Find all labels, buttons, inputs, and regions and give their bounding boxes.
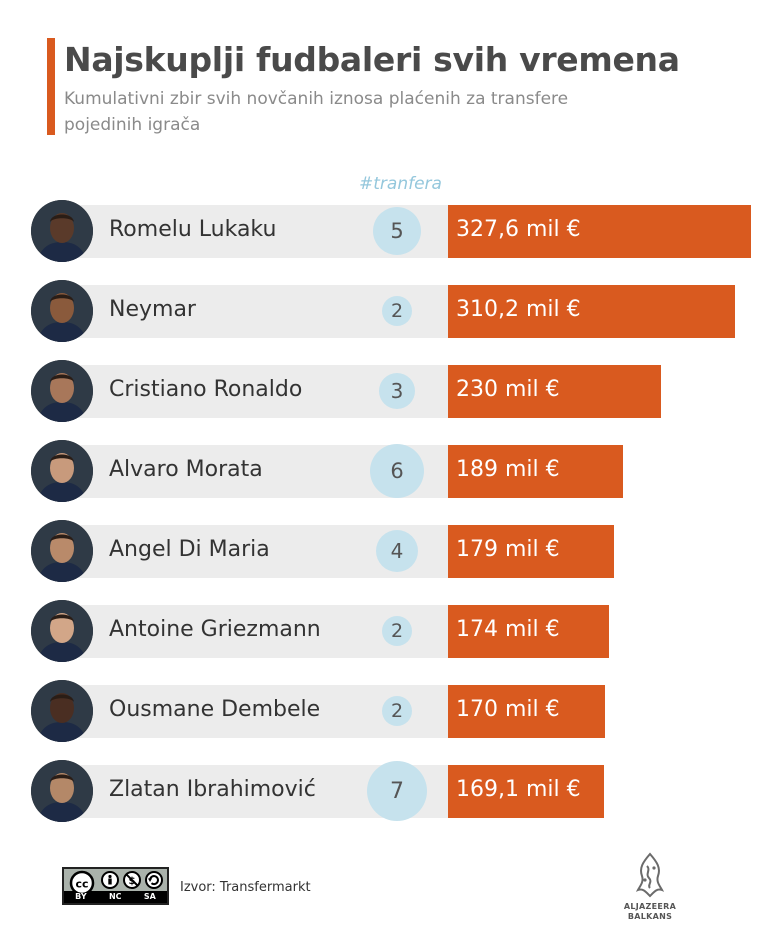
cc-license-badge: cc $ BY NC SA — [62, 867, 169, 905]
cc-license-term: NC — [108, 892, 122, 901]
player-avatar — [31, 680, 93, 742]
player-name: Zlatan Ibrahimović — [109, 777, 316, 802]
player-photo-icon — [31, 200, 93, 262]
player-avatar — [31, 760, 93, 822]
player-photo-icon — [31, 600, 93, 662]
player-name: Ousmane Dembele — [109, 697, 321, 722]
player-name: Neymar — [109, 297, 196, 322]
value-label: 327,6 mil € — [456, 217, 581, 242]
value-bar — [448, 685, 605, 738]
cc-license-text: BY NC SA — [64, 891, 167, 903]
transfer-count-circle: 5 — [373, 207, 421, 255]
svg-text:$: $ — [129, 876, 136, 887]
transfer-count-circle: 2 — [382, 696, 412, 726]
transfer-count-circle: 6 — [370, 444, 424, 498]
brand-name: ALJAZEERA — [623, 902, 677, 911]
value-label: 230 mil € — [456, 377, 560, 402]
transfer-count-circle: 7 — [367, 761, 427, 821]
title-accent-bar — [47, 38, 55, 135]
player-name: Cristiano Ronaldo — [109, 377, 303, 402]
player-avatar — [31, 440, 93, 502]
player-name: Romelu Lukaku — [109, 217, 277, 242]
svg-text:cc: cc — [75, 878, 88, 891]
transfer-count-circle: 4 — [376, 530, 418, 572]
value-label: 179 mil € — [456, 537, 560, 562]
source-note: Izvor: Transfermarkt — [180, 880, 311, 895]
player-avatar — [31, 280, 93, 342]
brand-region: BALKANS — [627, 912, 673, 921]
cc-license-term: BY — [75, 892, 87, 901]
transfer-count-circle: 3 — [379, 373, 415, 409]
value-bar — [448, 765, 604, 818]
player-avatar — [31, 360, 93, 422]
player-photo-icon — [31, 360, 93, 422]
value-label: 170 mil € — [456, 697, 560, 722]
player-name: Antoine Griezmann — [109, 617, 321, 642]
value-label: 169,1 mil € — [456, 777, 581, 802]
cc-license-icon: cc $ — [64, 869, 167, 903]
aljazeera-logo-icon — [635, 852, 665, 898]
chart-subtitle: Kumulativni zbir svih novčanih iznosa pl… — [64, 89, 569, 135]
player-photo-icon — [31, 440, 93, 502]
player-photo-icon — [31, 760, 93, 822]
player-name: Alvaro Morata — [109, 457, 263, 482]
value-bar — [448, 205, 751, 258]
player-photo-icon — [31, 280, 93, 342]
player-avatar — [31, 200, 93, 262]
player-photo-icon — [31, 520, 93, 582]
player-photo-icon — [31, 680, 93, 742]
player-avatar — [31, 520, 93, 582]
value-bar — [448, 365, 661, 418]
value-bar — [448, 525, 614, 578]
player-avatar — [31, 600, 93, 662]
player-name: Angel Di Maria — [109, 537, 270, 562]
value-bar — [448, 285, 735, 338]
brand-logo: ALJAZEERA BALKANS — [620, 852, 680, 922]
chart-title: Najskuplji fudbaleri svih vremena — [64, 40, 680, 79]
cc-license-term: SA — [143, 892, 156, 901]
transfer-count-header: #tranfera — [359, 174, 442, 194]
value-bar — [448, 445, 623, 498]
value-label: 189 mil € — [456, 457, 560, 482]
value-label: 310,2 mil € — [456, 297, 581, 322]
value-label: 174 mil € — [456, 617, 560, 642]
transfer-count-circle: 2 — [382, 296, 412, 326]
value-bar — [448, 605, 609, 658]
transfer-count-circle: 2 — [382, 616, 412, 646]
